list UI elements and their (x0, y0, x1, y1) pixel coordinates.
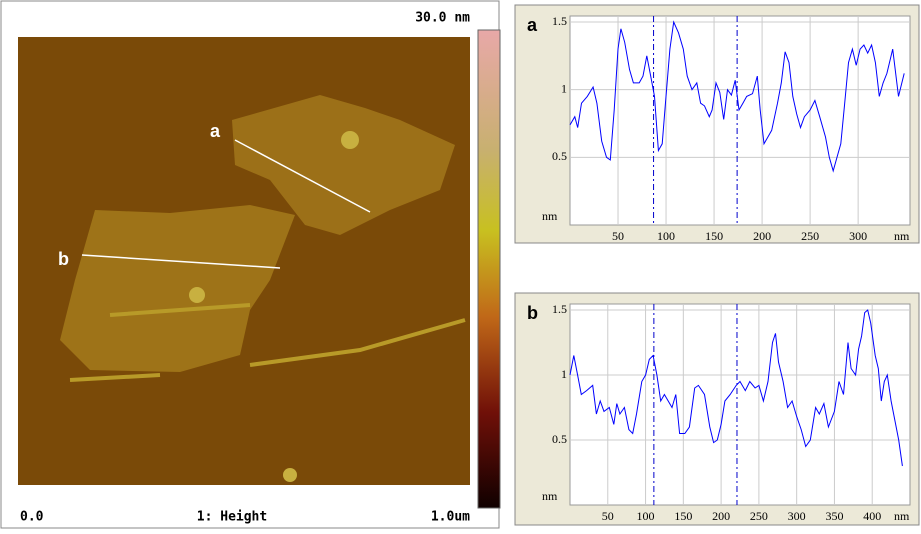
page: 30.0 nm a b 0.0 1: Height 1.0um a 0.5 1 1.5… (0, 0, 921, 529)
x-unit: nm (894, 229, 910, 243)
color-bar (478, 30, 500, 508)
y-tick-label: 1 (561, 367, 567, 381)
scale-max: 30.0 nm (415, 11, 470, 26)
x-tick-label: 250 (750, 509, 768, 523)
x-tick-label: 50 (612, 229, 624, 243)
x-tick-label: 250 (801, 229, 819, 243)
y-tick-label: 0.5 (552, 149, 567, 163)
x-tick-label: 350 (825, 509, 843, 523)
particle (189, 287, 205, 303)
y-tick-label: 0.5 (552, 432, 567, 446)
line-label: a (210, 121, 221, 141)
x-tick-label: 200 (712, 509, 730, 523)
x-tick-label: 400 (863, 509, 881, 523)
image-title: 1: Height (197, 510, 267, 525)
x-tick-label: 150 (674, 509, 692, 523)
particle (283, 468, 297, 482)
x-start: 0.0 (20, 510, 44, 525)
panel-label: b (527, 303, 538, 323)
y-tick-label: 1.5 (552, 14, 567, 28)
x-tick-label: 300 (849, 229, 867, 243)
y-tick-label: 1.5 (552, 302, 567, 316)
x-tick-label: 100 (637, 509, 655, 523)
x-tick-label: 150 (705, 229, 723, 243)
y-tick-label: 1 (561, 81, 567, 95)
plot-area (570, 304, 910, 505)
x-tick-label: 50 (602, 509, 614, 523)
x-tick-label: 200 (753, 229, 771, 243)
x-end: 1.0um (431, 510, 470, 525)
plot-area (570, 16, 910, 225)
y-unit: nm (542, 489, 558, 503)
x-unit: nm (894, 509, 910, 523)
x-tick-label: 300 (788, 509, 806, 523)
x-tick-label: 100 (657, 229, 675, 243)
line-label: b (58, 249, 69, 269)
panel-label: a (527, 15, 538, 35)
particle (341, 131, 359, 149)
y-unit: nm (542, 209, 558, 223)
